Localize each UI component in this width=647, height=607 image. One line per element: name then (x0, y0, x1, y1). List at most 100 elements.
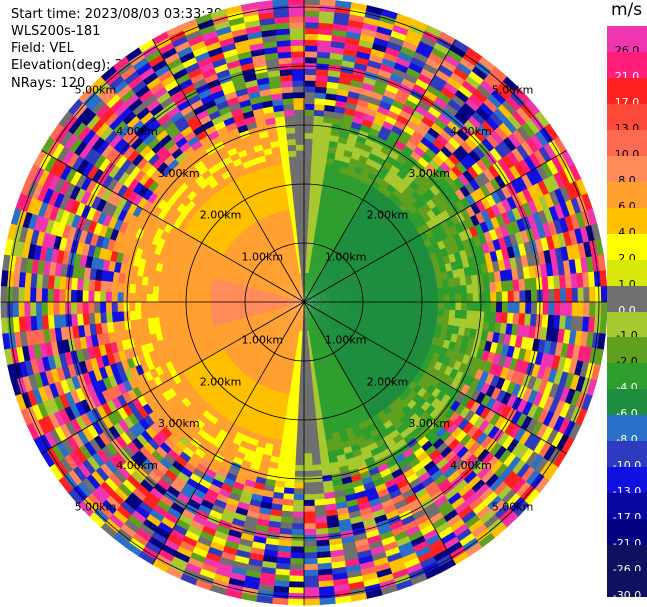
velocity-gate (290, 417, 298, 425)
velocity-gate (311, 220, 318, 228)
velocity-gate (307, 260, 311, 268)
velocity-gate (305, 290, 309, 297)
velocity-gate (422, 30, 441, 43)
velocity-gate (448, 180, 461, 193)
velocity-gate (304, 138, 314, 145)
velocity-gate (311, 161, 320, 169)
velocity-gate (516, 218, 527, 233)
velocity-gate (417, 216, 427, 227)
velocity-gate (425, 260, 435, 270)
velocity-gate (465, 97, 481, 113)
velocity-gate (198, 290, 206, 297)
velocity-gate (305, 284, 307, 291)
velocity-gate (76, 289, 83, 302)
velocity-gate (408, 135, 422, 147)
velocity-gate (481, 120, 496, 136)
velocity-gate (346, 249, 354, 257)
velocity-gate (465, 75, 482, 90)
velocity-gate (289, 558, 304, 565)
velocity-gate (443, 294, 451, 303)
velocity-gate (370, 215, 379, 225)
velocity-gate (364, 138, 376, 148)
velocity-gate (295, 447, 304, 454)
velocity-gate (583, 302, 590, 319)
velocity-gate (319, 280, 325, 286)
velocity-gate (345, 278, 353, 284)
velocity-gate (372, 85, 387, 96)
velocity-gate (405, 67, 422, 80)
velocity-gate (310, 287, 316, 293)
velocity-gate (351, 254, 359, 262)
velocity-gate (350, 2, 369, 12)
velocity-gate (356, 50, 372, 61)
velocity-gate (290, 423, 298, 431)
velocity-gate (413, 146, 426, 158)
velocity-gate (304, 167, 312, 174)
velocity-gate (303, 523, 316, 530)
velocity-gate (465, 205, 477, 218)
velocity-gate (426, 199, 437, 210)
velocity-gate (353, 257, 362, 265)
velocity-gate (494, 174, 507, 190)
velocity-gate (493, 108, 509, 124)
velocity-gate (365, 283, 373, 289)
velocity-gate (169, 308, 177, 317)
velocity-gate (413, 51, 430, 64)
velocity-gate (423, 178, 435, 190)
velocity-gate (314, 282, 320, 289)
velocity-gate (410, 150, 423, 163)
velocity-gate (375, 111, 388, 122)
velocity-gate (404, 35, 422, 47)
velocity-gate (410, 18, 429, 31)
velocity-gate (325, 254, 331, 262)
velocity-gate (458, 106, 473, 121)
velocity-gate (330, 128, 342, 137)
velocity-gate (306, 290, 309, 297)
velocity-gate (374, 31, 392, 42)
velocity-gate (536, 224, 547, 240)
velocity-gate (360, 149, 372, 159)
velocity-gate (310, 255, 314, 263)
velocity-gate (581, 210, 592, 228)
velocity-gate (483, 168, 496, 183)
velocity-gate (134, 301, 142, 311)
velocity-gate (312, 255, 317, 263)
velocity-gate (122, 301, 130, 312)
velocity-gate (462, 169, 475, 183)
velocity-gate (436, 150, 450, 163)
velocity-gate (396, 264, 405, 272)
velocity-gate (438, 64, 455, 78)
velocity-gate (315, 68, 330, 77)
velocity-gate (320, 259, 326, 266)
velocity-gate (314, 293, 321, 298)
velocity-gate (311, 156, 320, 163)
velocity-gate (400, 130, 413, 142)
velocity-gate (311, 273, 315, 281)
velocity-gate (169, 294, 176, 302)
velocity-gate (304, 27, 320, 35)
velocity-gate (216, 297, 223, 302)
velocity-gate (389, 73, 405, 85)
velocity-gate (332, 292, 339, 297)
velocity-gate (370, 278, 378, 285)
velocity-gate (134, 292, 142, 302)
velocity-gate (553, 219, 564, 236)
velocity-gate (425, 228, 435, 239)
velocity-gate (289, 429, 298, 437)
velocity-gate (385, 268, 394, 276)
velocity-gate (287, 587, 304, 594)
velocity-gate (510, 220, 521, 235)
velocity-gate (330, 46, 346, 55)
velocity-gate (471, 111, 487, 126)
velocity-gate (314, 103, 326, 111)
velocity-gate (429, 79, 445, 93)
velocity-gate (402, 307, 410, 314)
velocity-gate (322, 247, 329, 255)
velocity-gate (325, 92, 338, 101)
velocity-gate (293, 488, 304, 495)
velocity-gate (487, 93, 503, 110)
velocity-gate (304, 290, 307, 297)
velocity-gate (439, 129, 454, 143)
velocity-gate (304, 214, 309, 221)
